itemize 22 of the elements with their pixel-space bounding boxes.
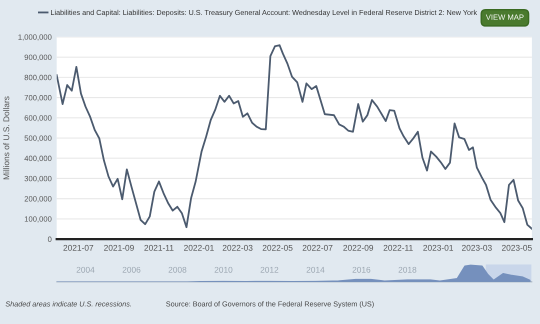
x-tick-label: 2021-07 [63, 244, 94, 251]
x-tick-label: 2012 [260, 266, 278, 273]
x-tick-label: 2022-05 [262, 244, 293, 251]
x-tick-label: 2023-03 [462, 244, 492, 251]
x-tick-label: 2016 [352, 266, 370, 273]
x-tick-label: 2018 [398, 266, 416, 273]
x-tick-label: 2023-01 [423, 244, 454, 251]
x-tick-label: 2021-11 [144, 244, 174, 251]
x-tick-label: 2014 [306, 266, 324, 273]
x-tick-label: 2022-09 [343, 244, 374, 251]
x-tick-label: 2022-03 [222, 244, 253, 251]
x-tick-label: 2010 [214, 266, 232, 273]
x-tick-label: 2004 [76, 266, 94, 273]
x-tick-label: 2022-07 [302, 244, 332, 251]
x-tick-label: 2008 [168, 266, 186, 273]
x-tick-label: 2023-05 [502, 244, 532, 251]
x-tick-label: 2006 [122, 266, 140, 273]
y-axis-title: Millions of U.S. Dollars [3, 96, 10, 180]
line-series [56, 44, 532, 230]
x-tick-label: 2022-01 [184, 244, 214, 251]
x-tick-label: 2022-11 [384, 244, 413, 251]
x-tick-label: 2021-09 [104, 244, 134, 251]
